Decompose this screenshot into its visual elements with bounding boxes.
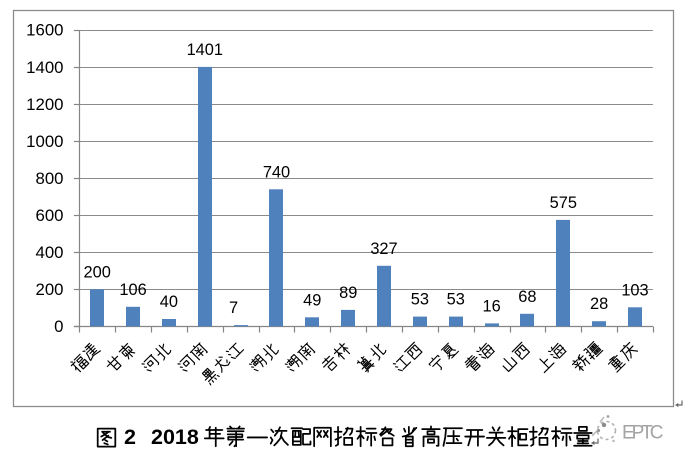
svg-text:1000: 1000: [26, 132, 63, 151]
svg-text:68: 68: [518, 288, 536, 306]
svg-text:7: 7: [229, 299, 238, 317]
svg-text:53: 53: [411, 291, 429, 309]
svg-text:0: 0: [54, 317, 63, 336]
svg-text:1200: 1200: [26, 95, 63, 114]
svg-text:800: 800: [36, 169, 64, 188]
svg-text:106: 106: [119, 281, 146, 299]
svg-text:2: 2: [124, 425, 136, 449]
svg-text:16: 16: [482, 297, 500, 315]
svg-text:89: 89: [339, 284, 357, 302]
svg-text:1600: 1600: [26, 21, 63, 40]
svg-text:2018: 2018: [151, 425, 199, 449]
svg-text:575: 575: [550, 194, 577, 212]
svg-text:49: 49: [303, 291, 321, 309]
svg-text:600: 600: [36, 206, 64, 225]
svg-text:327: 327: [370, 240, 397, 258]
svg-text:1401: 1401: [187, 41, 223, 59]
svg-text:740: 740: [263, 163, 290, 181]
svg-text:28: 28: [590, 295, 608, 313]
svg-text:103: 103: [621, 281, 648, 299]
svg-text:200: 200: [84, 263, 111, 281]
svg-text:40: 40: [160, 293, 178, 311]
svg-text:EPTC: EPTC: [622, 423, 664, 444]
svg-text:400: 400: [36, 243, 64, 262]
svg-text:53: 53: [447, 291, 465, 309]
svg-text:1400: 1400: [26, 58, 63, 77]
svg-text:200: 200: [36, 280, 64, 299]
